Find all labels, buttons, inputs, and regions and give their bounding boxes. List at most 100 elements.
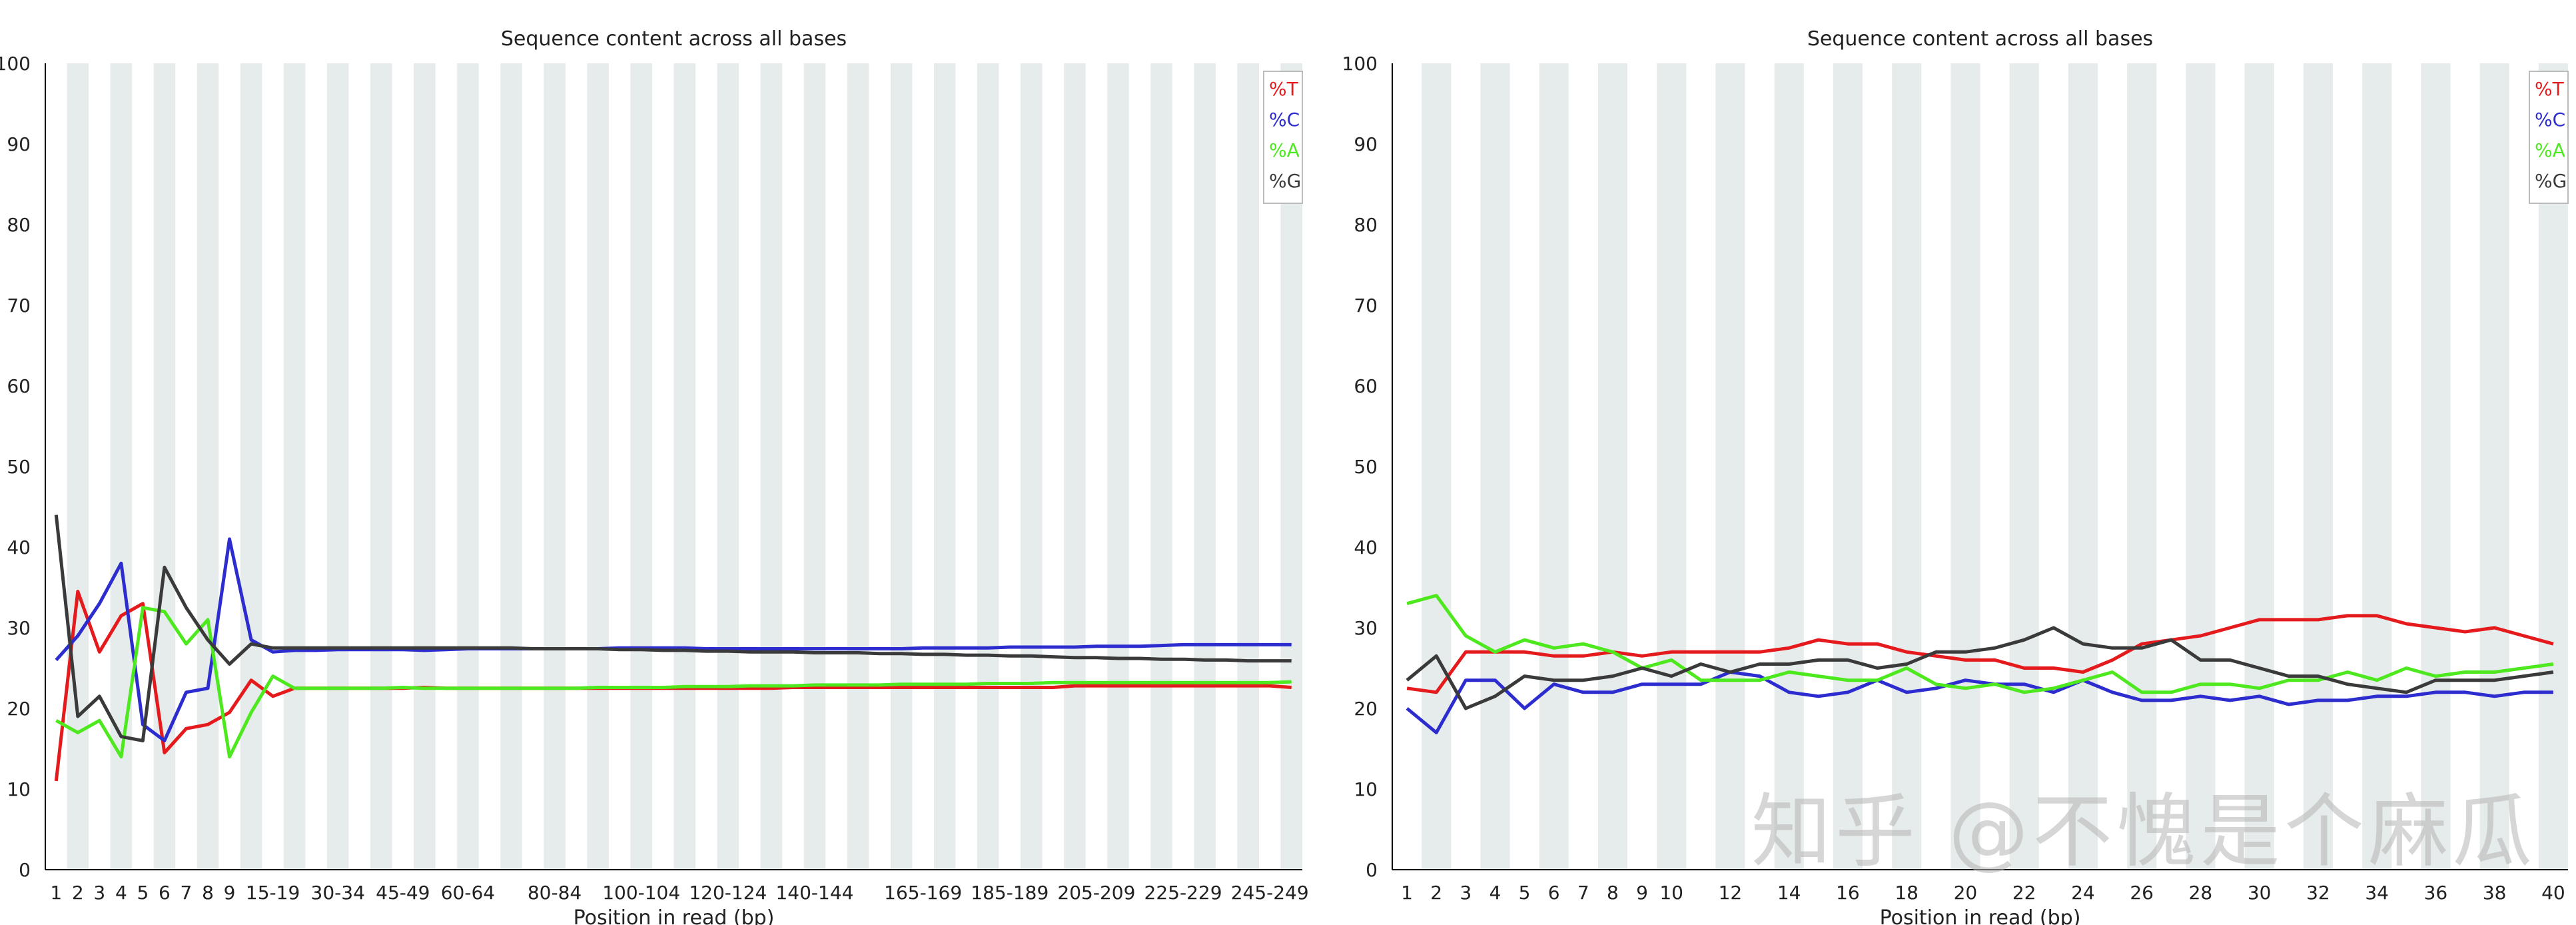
grid-band bbox=[1539, 63, 1569, 870]
x-tick-label: 16 bbox=[1836, 882, 1860, 904]
grid-band bbox=[2479, 63, 2509, 870]
grid-band bbox=[760, 63, 783, 870]
x-tick-label: 9 bbox=[224, 882, 236, 904]
y-tick-label: 30 bbox=[1354, 617, 1378, 639]
x-tick-label: 15-19 bbox=[246, 882, 300, 904]
grid-band bbox=[1892, 63, 1922, 870]
y-tick-label: 80 bbox=[1354, 214, 1378, 236]
x-tick-label: 1 bbox=[1401, 882, 1413, 904]
watermark: 知乎 @不愧是个麻瓜 bbox=[1751, 786, 2536, 878]
x-tick-label: 24 bbox=[2071, 882, 2095, 904]
x-tick-label: 60-64 bbox=[441, 882, 495, 904]
x-tick-label: 14 bbox=[1777, 882, 1801, 904]
grid-band bbox=[370, 63, 392, 870]
y-tick-label: 10 bbox=[1354, 778, 1378, 800]
legend-entry: %C bbox=[1269, 109, 1300, 131]
grid-band bbox=[1480, 63, 1510, 870]
x-tick-label: 26 bbox=[2130, 882, 2154, 904]
x-tick-label: 45-49 bbox=[376, 882, 430, 904]
x-tick-label: 2 bbox=[1430, 882, 1442, 904]
x-tick-label: 5 bbox=[137, 882, 149, 904]
series-line-g bbox=[54, 514, 1292, 742]
grid-band bbox=[2362, 63, 2392, 870]
grid-band bbox=[1715, 63, 1745, 870]
grid-band bbox=[326, 63, 349, 870]
legend-entry: %T bbox=[1269, 78, 1299, 100]
grid-band bbox=[283, 63, 306, 870]
chart-title: Sequence content across all bases bbox=[1807, 27, 2153, 51]
y-tick-label: 90 bbox=[7, 133, 31, 155]
grid-band bbox=[1064, 63, 1086, 870]
grid-band bbox=[500, 63, 522, 870]
chart-left-svg: Sequence content across all bases 0 10 20 30… bbox=[0, 27, 1309, 925]
x-tick-label: 3 bbox=[1460, 882, 1472, 904]
grid-band bbox=[717, 63, 739, 870]
grid-band bbox=[847, 63, 869, 870]
grid-band bbox=[1107, 63, 1129, 870]
x-tick-label: 80-84 bbox=[528, 882, 582, 904]
x-tick-label: 34 bbox=[2365, 882, 2389, 904]
y-tick-label: 40 bbox=[7, 536, 31, 558]
grid-band bbox=[673, 63, 696, 870]
legend-entry: %C bbox=[2535, 109, 2565, 131]
x-tick-label: 245-249 bbox=[1231, 882, 1309, 904]
grid-band bbox=[2009, 63, 2039, 870]
x-tick-label: 30 bbox=[2248, 882, 2272, 904]
x-tick-label: 6 bbox=[1548, 882, 1560, 904]
chart-right-svg: Sequence content across all bases 0 10 20 30… bbox=[1342, 27, 2569, 925]
series-line-t bbox=[1406, 614, 2554, 694]
x-tick-label: 32 bbox=[2306, 882, 2330, 904]
grid-band bbox=[457, 63, 479, 870]
x-tick-label: 1 bbox=[50, 882, 62, 904]
series-line-a bbox=[55, 606, 1292, 759]
x-axis-label: Position in read (bp) bbox=[574, 906, 775, 925]
y-tick-label: 60 bbox=[1354, 375, 1378, 397]
y-tick-label: 60 bbox=[7, 375, 31, 397]
series-line-c bbox=[1406, 670, 2553, 734]
x-tick-label: 28 bbox=[2189, 882, 2213, 904]
y-tick-label: 50 bbox=[1354, 456, 1378, 478]
x-tick-label: 4 bbox=[115, 882, 127, 904]
x-tick-label: 7 bbox=[181, 882, 193, 904]
legend bbox=[1263, 71, 1303, 204]
grid-band bbox=[414, 63, 436, 870]
x-tick-label: 140-144 bbox=[775, 882, 853, 904]
legend-entry: %A bbox=[1269, 139, 1300, 161]
series-line-g bbox=[1406, 626, 2554, 710]
x-tick-label: 7 bbox=[1577, 882, 1589, 904]
x-tick-label: 2 bbox=[72, 882, 84, 904]
x-axis-label: Position in read (bp) bbox=[1880, 906, 2081, 925]
y-tick-label: 30 bbox=[7, 617, 31, 639]
grid-band bbox=[2421, 63, 2451, 870]
grid-band bbox=[1237, 63, 1259, 870]
x-tick-label: 225-229 bbox=[1144, 882, 1222, 904]
y-tick-label: 20 bbox=[1354, 698, 1378, 720]
y-tick-label: 100 bbox=[0, 53, 31, 75]
y-tick-label: 80 bbox=[7, 214, 31, 236]
grid-band bbox=[197, 63, 219, 870]
grid-band bbox=[67, 63, 89, 870]
grid-band bbox=[2244, 63, 2274, 870]
y-tick-label: 50 bbox=[7, 456, 31, 478]
grid-band bbox=[1021, 63, 1043, 870]
grid-band bbox=[1657, 63, 1687, 870]
x-tick-label: 20 bbox=[1954, 882, 1978, 904]
x-tick-label: 12 bbox=[1719, 882, 1743, 904]
x-tick-label: 6 bbox=[159, 882, 171, 904]
legend-entry: %T bbox=[2535, 78, 2565, 100]
x-tick-label: 5 bbox=[1519, 882, 1531, 904]
x-tick-label: 185-189 bbox=[971, 882, 1049, 904]
x-tick-label: 4 bbox=[1490, 882, 1502, 904]
x-tick-label: 40 bbox=[2541, 882, 2565, 904]
y-tick-label: 0 bbox=[19, 859, 31, 881]
grid-band bbox=[933, 63, 956, 870]
grid-band bbox=[890, 63, 913, 870]
grid-band bbox=[1597, 63, 1627, 870]
x-tick-label: 22 bbox=[2012, 882, 2036, 904]
grid-band bbox=[1950, 63, 1980, 870]
x-tick-label: 120-124 bbox=[689, 882, 767, 904]
grid-band bbox=[803, 63, 826, 870]
legend bbox=[2529, 71, 2569, 204]
y-tick-label: 90 bbox=[1354, 133, 1378, 155]
grid-band bbox=[2303, 63, 2333, 870]
